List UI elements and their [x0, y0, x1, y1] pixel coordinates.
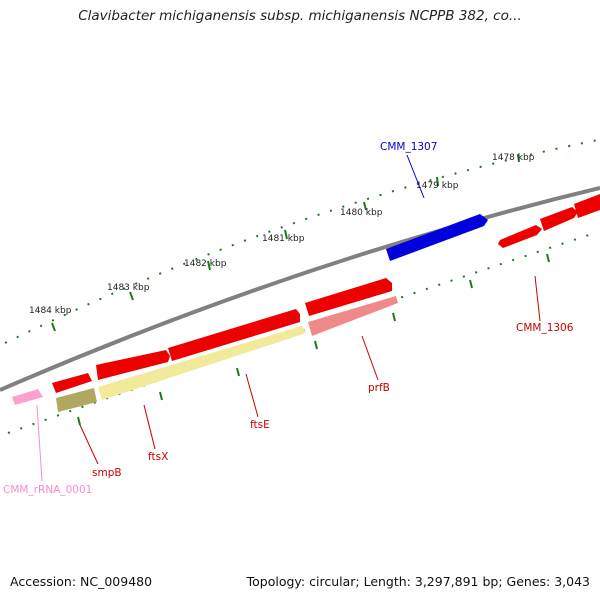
label-smpb: smpB	[92, 467, 122, 479]
gene-cmm1304	[574, 194, 600, 218]
feature-rrna	[12, 389, 43, 405]
feature-prfb-pale	[308, 296, 398, 336]
gene-cmm1305	[540, 207, 578, 231]
gene-ftse	[168, 309, 300, 361]
scale-label-1483: 1483 kbp	[107, 283, 150, 293]
scale-label-1481: 1481 kbp	[262, 234, 305, 244]
topology-summary: Topology: circular; Length: 3,297,891 bp…	[246, 574, 590, 589]
feature-ftsx-pale	[98, 326, 306, 400]
scale-label-1482: 1482 kbp	[184, 259, 227, 269]
scale-label-1478: 1478 kbp	[492, 153, 535, 163]
label-cmm-rrna-0001: CMM_rRNA_0001	[3, 484, 92, 496]
gene-prfb	[305, 278, 392, 316]
feature-smpb-olive	[56, 388, 97, 412]
label-ftse: ftsE	[250, 419, 270, 431]
gene-smpb	[52, 373, 92, 393]
label-cmm1306: CMM_1306	[516, 322, 574, 334]
outer-tick-ring	[4, 139, 599, 344]
label-ftsx: ftsX	[148, 451, 168, 463]
scale-label-1484: 1484 kbp	[29, 306, 72, 316]
gene-cmm1306	[498, 225, 542, 248]
gene-red-3	[96, 350, 170, 380]
genome-backbone	[0, 186, 600, 392]
scale-label-1480: 1480 kbp	[340, 208, 383, 218]
label-cmm1307: CMM_1307	[380, 141, 437, 153]
scale-label-1479: 1479 kbp	[416, 181, 459, 191]
map-title: Clavibacter michiganensis subsp. michiga…	[78, 8, 522, 24]
accession-text: Accession: NC_009480	[10, 574, 153, 589]
major-ticks	[51, 153, 520, 332]
label-prfb: prfB	[368, 382, 390, 394]
gene-cmm1307	[386, 214, 488, 261]
